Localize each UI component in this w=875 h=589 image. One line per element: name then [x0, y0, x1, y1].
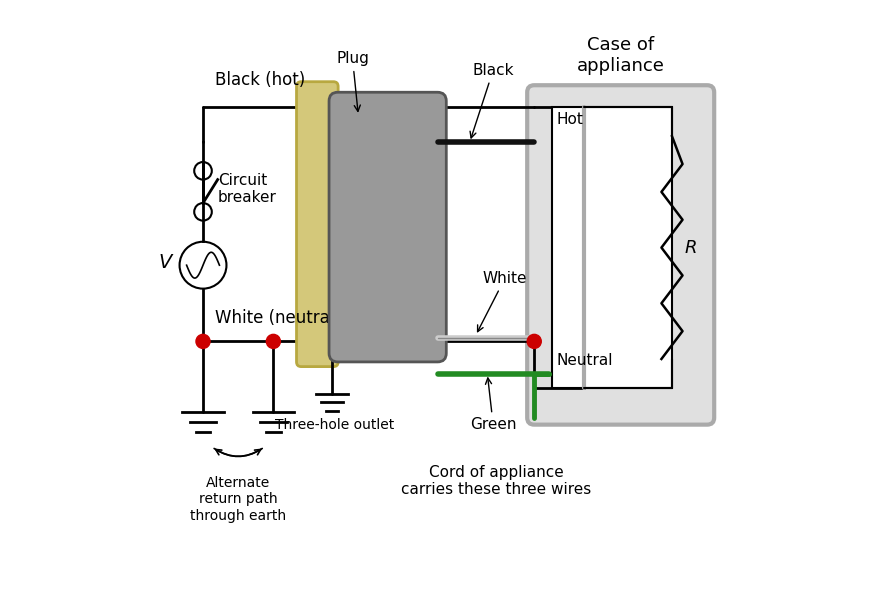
FancyBboxPatch shape	[329, 92, 446, 362]
Text: Case of
appliance: Case of appliance	[577, 36, 665, 75]
Text: Circuit
breaker: Circuit breaker	[218, 173, 276, 205]
Text: Alternate
return path
through earth: Alternate return path through earth	[190, 477, 286, 522]
Text: Green: Green	[470, 378, 516, 432]
FancyBboxPatch shape	[297, 82, 338, 366]
Text: Hot: Hot	[556, 111, 584, 127]
Text: Cord of appliance
carries these three wires: Cord of appliance carries these three wi…	[401, 465, 592, 497]
Text: Neutral: Neutral	[556, 353, 613, 368]
FancyBboxPatch shape	[552, 107, 672, 388]
Text: Plug: Plug	[336, 51, 369, 111]
Circle shape	[528, 335, 542, 349]
Circle shape	[266, 335, 280, 349]
FancyBboxPatch shape	[528, 85, 714, 425]
Text: R: R	[685, 239, 697, 257]
Text: White (neutral): White (neutral)	[214, 309, 340, 327]
Text: White: White	[478, 271, 527, 332]
Text: Three-hole outlet: Three-hole outlet	[276, 418, 395, 432]
Text: V: V	[158, 253, 172, 272]
Circle shape	[196, 335, 210, 349]
Text: Black (hot): Black (hot)	[214, 71, 305, 90]
Text: Black: Black	[470, 62, 514, 138]
